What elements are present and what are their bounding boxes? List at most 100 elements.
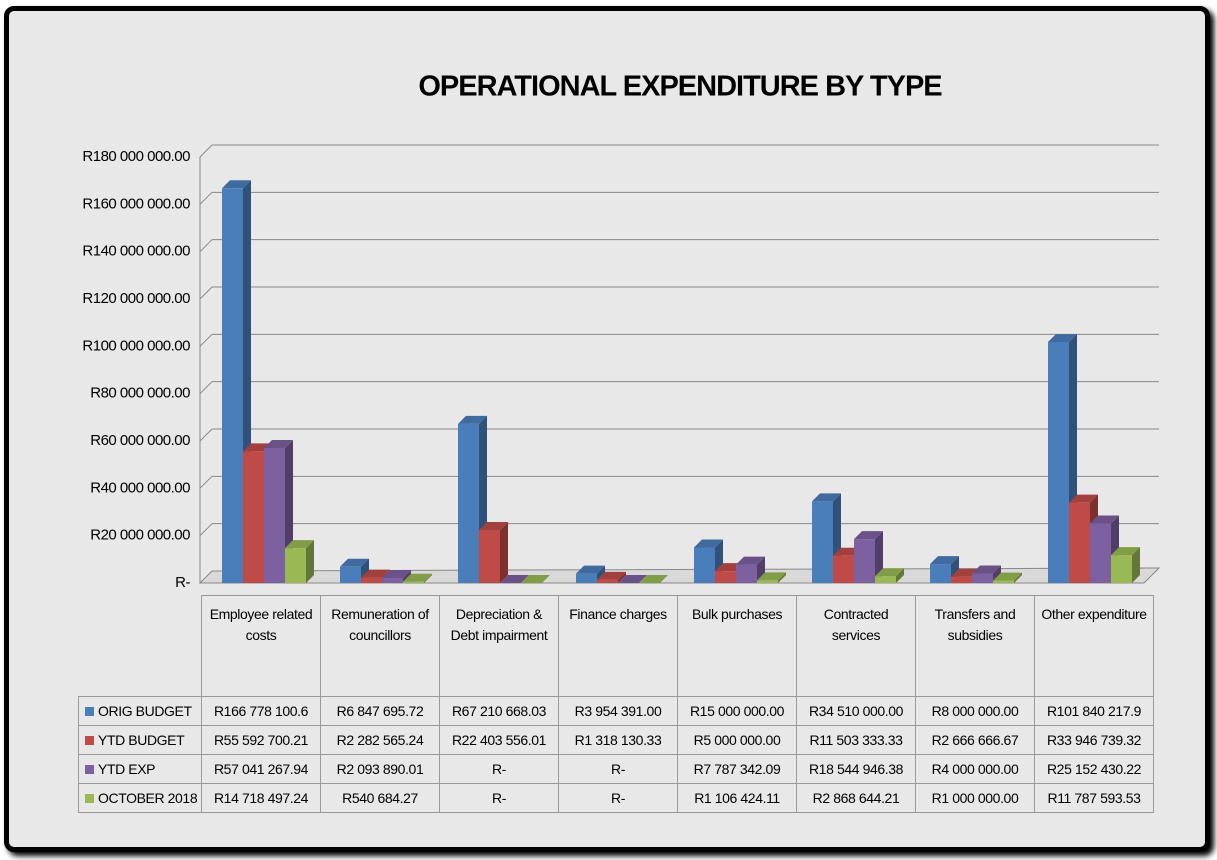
bar — [500, 575, 529, 583]
bar — [757, 572, 786, 583]
bar-front — [243, 451, 264, 583]
bar-side — [1014, 572, 1022, 583]
category-label: Transfers and subsidies — [915, 595, 1035, 697]
bar — [403, 573, 432, 583]
value-label: R1 106 424.11 — [677, 783, 797, 813]
bar-front — [576, 573, 597, 583]
grid-line — [199, 475, 213, 489]
bar-front — [361, 577, 382, 583]
bar-top — [639, 575, 668, 583]
value-label: R33 946 739.32 — [1034, 725, 1154, 755]
legend-label: YTD EXP — [98, 761, 156, 777]
category-label: Contracted services — [796, 595, 916, 697]
value-label: R6 847 695.72 — [320, 696, 440, 726]
bar-top — [812, 493, 841, 502]
legend-label: ORIG BUDGET — [98, 703, 192, 719]
value-label: R1 318 130.33 — [558, 725, 678, 755]
bar-front — [757, 580, 778, 583]
category-label: Depreciation & Debt impairment — [439, 595, 559, 697]
bar-front — [1090, 523, 1111, 583]
bar-front — [993, 580, 1014, 583]
bar-front — [340, 566, 361, 583]
bar-front — [736, 564, 757, 583]
bar-front — [264, 448, 285, 583]
bar-top — [875, 568, 904, 577]
legend-key — [85, 765, 94, 774]
legend-key — [85, 794, 94, 803]
value-label: R- — [439, 783, 559, 813]
bar-top — [757, 572, 786, 581]
value-label: R14 718 497.24 — [201, 783, 321, 813]
table-row: OCTOBER 2018 R14 718 497.24 R540 684.27 R- R… — [78, 783, 1154, 813]
value-label: R2 666 666.67 — [915, 725, 1035, 755]
legend-entry: YTD BUDGET — [78, 725, 202, 755]
bar-front — [833, 555, 854, 583]
bar-top — [521, 575, 550, 583]
grid-line — [199, 523, 213, 537]
value-label: R8 000 000.00 — [915, 696, 1035, 726]
bar-top — [1090, 515, 1119, 524]
bar-front — [1069, 502, 1090, 583]
category-label: Employee related costs — [201, 595, 321, 697]
y-tick-label: R120 000 000.00 — [82, 290, 190, 307]
value-label: R25 152 430.22 — [1034, 754, 1154, 784]
bar-top — [972, 565, 1001, 574]
bar — [521, 575, 550, 583]
y-tick-label: R60 000 000.00 — [90, 432, 190, 449]
y-tick-label: R20 000 000.00 — [90, 527, 190, 544]
bar-front — [597, 579, 618, 583]
value-label: R5 000 000.00 — [677, 725, 797, 755]
bar-top — [993, 572, 1022, 581]
legend-key — [85, 707, 94, 716]
legend-entry: ORIG BUDGET — [78, 696, 202, 726]
value-label: R2 282 565.24 — [320, 725, 440, 755]
bar-side — [424, 573, 432, 583]
bar-front — [972, 573, 993, 583]
y-tick-label: R140 000 000.00 — [82, 243, 190, 260]
value-label: R166 778 100.6 — [201, 696, 321, 726]
bar — [597, 571, 626, 583]
legend-entry: OCTOBER 2018 — [78, 783, 202, 813]
value-label: R- — [439, 754, 559, 784]
bar-top — [361, 569, 390, 578]
bar-top — [618, 575, 647, 583]
value-label: R2 868 644.21 — [796, 783, 916, 813]
chart-title: OPERATIONAL EXPENDITURE BY TYPE — [418, 71, 942, 103]
bar-top — [576, 565, 605, 574]
grid-line — [199, 286, 213, 300]
bar-side — [993, 565, 1001, 583]
bar-front — [403, 581, 424, 583]
y-tick-label: R- — [175, 574, 190, 591]
legend-label: YTD BUDGET — [98, 732, 185, 748]
bar — [875, 568, 904, 583]
bar — [479, 521, 508, 583]
bar-front — [458, 423, 479, 583]
bar-top — [382, 570, 411, 579]
table-row: YTD EXP R57 041 267.94 R2 093 890.01 R- R- R7… — [78, 754, 1154, 784]
value-label: R2 093 890.01 — [320, 754, 440, 784]
bar-top — [1048, 333, 1077, 342]
bar — [993, 572, 1022, 583]
bar-top — [340, 558, 369, 567]
bar-side — [618, 571, 626, 583]
bar-side — [306, 540, 314, 583]
y-tick-label: R100 000 000.00 — [82, 337, 190, 354]
category-label: Remuneration of councillors — [320, 595, 440, 697]
bar-side — [778, 572, 786, 583]
bar-top — [597, 571, 626, 580]
bar-front — [694, 547, 715, 583]
y-tick-label: R40 000 000.00 — [90, 479, 190, 496]
bar-front — [875, 576, 896, 583]
bar-front — [382, 578, 403, 583]
bar-top — [479, 521, 508, 530]
bar-top — [1111, 547, 1140, 556]
value-label: R18 544 946.38 — [796, 754, 916, 784]
bar-top — [264, 440, 293, 449]
value-label: R4 000 000.00 — [915, 754, 1035, 784]
value-label: R22 403 556.01 — [439, 725, 559, 755]
grid-line — [199, 144, 213, 158]
bar-front — [715, 571, 736, 583]
bar — [972, 565, 1001, 583]
bar-top — [403, 573, 432, 582]
